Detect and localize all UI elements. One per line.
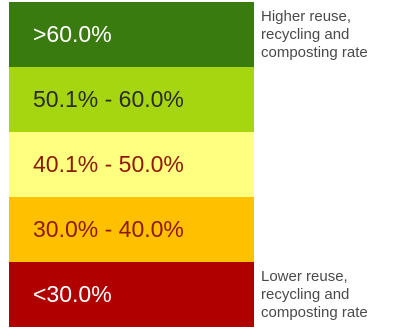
band-label: >60.0% [33,21,112,47]
band-label: <30.0% [33,281,112,307]
band-label: 40.1% - 50.0% [33,151,184,177]
band-below-30: <30.0% [9,262,254,327]
band-label: 30.0% - 40.0% [33,216,184,242]
band-40-50: 40.1% - 50.0% [9,132,254,197]
band-30-40: 30.0% - 40.0% [9,197,254,262]
higher-rate-note: Higher reuse, recycling and composting r… [261,8,368,61]
band-50-60: 50.1% - 60.0% [9,67,254,132]
lower-rate-note: Lower reuse, recycling and composting ra… [261,268,368,321]
color-scale: >60.0% 50.1% - 60.0% 40.1% - 50.0% 30.0%… [9,2,254,327]
band-label: 50.1% - 60.0% [33,86,184,112]
band-above-60: >60.0% [9,2,254,67]
